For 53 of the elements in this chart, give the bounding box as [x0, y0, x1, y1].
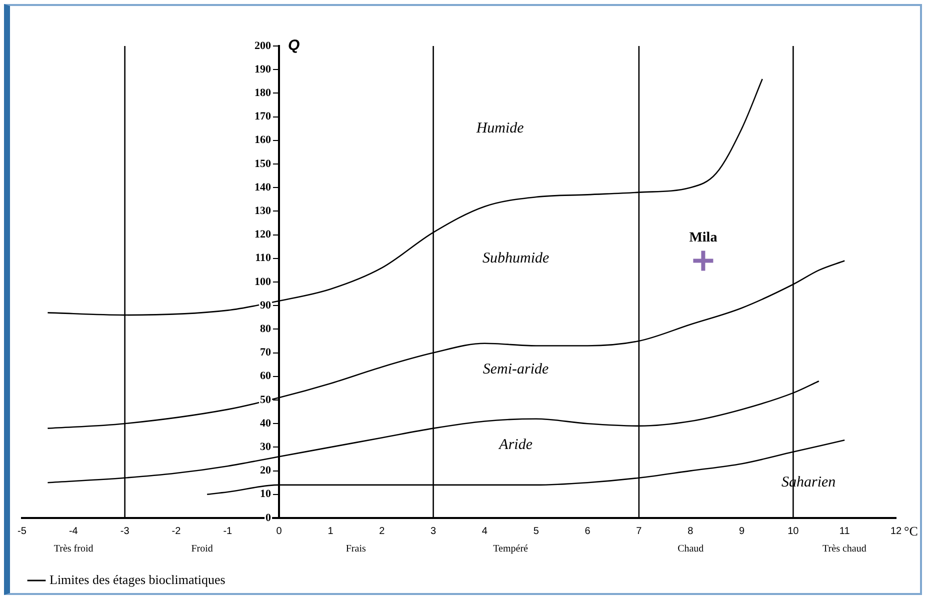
- annotation: Subhumide: [482, 250, 550, 266]
- legend-label: Limites des étages bioclimatiques: [50, 572, 226, 587]
- y-tick-label: 0: [266, 512, 272, 524]
- y-tick-label: 150: [254, 158, 272, 170]
- y-tick-label: 200: [254, 40, 272, 52]
- annotation: Semi-aride: [482, 361, 550, 378]
- x-tick-label: 9: [738, 526, 745, 537]
- x-tick-label: 0: [276, 526, 282, 537]
- y-tick-label: 60: [260, 370, 272, 382]
- x-tick-label: 1: [328, 526, 334, 537]
- y-tick-label: 30: [260, 441, 272, 454]
- x-tick-label: -3: [120, 526, 130, 537]
- x-tick-label: 4: [482, 526, 488, 537]
- y-axis-title: Q: [288, 37, 300, 54]
- y-tick-label: 70: [260, 346, 272, 359]
- x-tick-label: -2: [172, 526, 182, 537]
- text: Très froid: [54, 544, 94, 555]
- text: Tempéré: [493, 544, 529, 555]
- y-tick-label: 90: [260, 299, 272, 312]
- y-tick-label: 130: [254, 205, 272, 218]
- text: Froid: [191, 544, 213, 555]
- x-tick-label: -1: [223, 526, 233, 537]
- y-tick-label: 160: [254, 134, 272, 146]
- text: Chaud: [678, 544, 704, 555]
- x-tick-label: -5: [18, 526, 27, 537]
- y-tick-label: 10: [260, 488, 272, 500]
- x-tick-label: 12: [890, 526, 902, 537]
- x-tick-label: 3: [430, 526, 437, 537]
- x-tick-label: 11: [839, 526, 850, 537]
- y-tick-label: 80: [260, 323, 272, 336]
- y-tick-label: 100: [254, 276, 272, 288]
- x-tick-label: 8: [688, 526, 694, 537]
- x-tick-label: 10: [788, 526, 800, 537]
- y-tick-label: 170: [254, 110, 272, 123]
- y-tick-label: 110: [255, 252, 272, 264]
- x-tick-label: 5: [533, 526, 540, 537]
- text: Très chaud: [822, 544, 866, 555]
- y-tick-label: 180: [254, 87, 272, 100]
- text: Frais: [346, 544, 366, 555]
- annotation: Aride: [498, 436, 533, 453]
- x-axis-title: °C: [904, 523, 918, 538]
- y-tick-label: 120: [254, 228, 272, 241]
- series-label: Mila: [689, 230, 718, 246]
- y-tick-label: 140: [254, 181, 272, 194]
- y-tick-label: 40: [260, 417, 272, 430]
- x-tick-label: 2: [379, 526, 386, 537]
- y-tick-label: 20: [260, 464, 272, 477]
- x-tick-label: 6: [584, 526, 591, 537]
- y-tick-label: 50: [260, 394, 272, 406]
- x-tick-label: -4: [68, 526, 78, 537]
- annotation: Humide: [475, 120, 524, 137]
- x-tick-label: 7: [636, 526, 642, 537]
- y-tick-label: 190: [254, 63, 272, 76]
